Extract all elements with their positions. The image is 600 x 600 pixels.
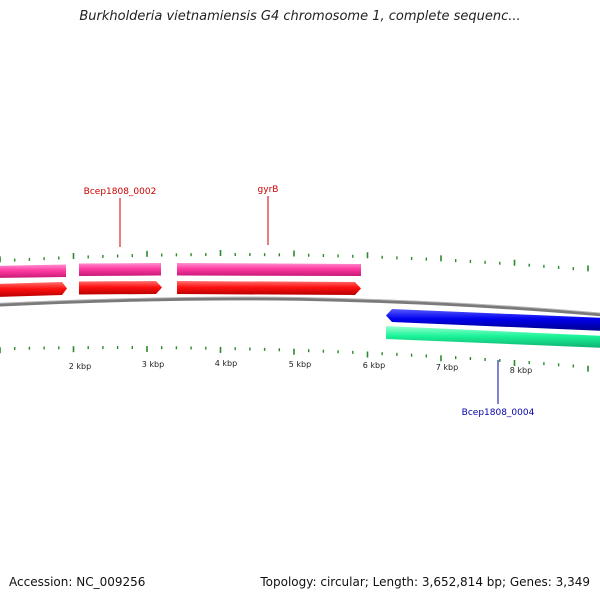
gene-feature-bcep1808-0002[interactable] [79, 263, 161, 276]
lower-tick-track [0, 346, 589, 372]
cds-feature-1[interactable] [0, 282, 67, 297]
gene-feature-1[interactable] [0, 264, 66, 279]
scale-tick-label: 7 kbp [436, 363, 458, 372]
cds-feature-bcep1808-0004[interactable] [386, 309, 600, 331]
forward-gene-track [0, 263, 361, 278]
gene-feature-gyrb[interactable] [177, 263, 361, 276]
forward-cds-track [0, 281, 361, 297]
accession-text: Accession: NC_009256 [9, 575, 146, 589]
reverse-gene-track [386, 326, 600, 348]
gene-feature-bcep1808-0004[interactable] [386, 326, 600, 348]
scale-tick-label: 6 kbp [363, 361, 385, 370]
scale-labels: 2 kbp 3 kbp 4 kbp 5 kbp 6 kbp 7 kbp 8 kb… [69, 359, 532, 375]
scale-tick-label: 8 kbp [510, 366, 532, 375]
gene-label-bcep1808-0004[interactable]: Bcep1808_0004 [462, 408, 535, 418]
scale-tick-label: 3 kbp [142, 360, 164, 369]
gene-label-bcep1808-0002[interactable]: Bcep1808_0002 [84, 187, 157, 197]
scale-tick-label: 2 kbp [69, 362, 91, 371]
gene-label-group: Bcep1808_0002 gyrB Bcep1808_0004 [84, 185, 535, 418]
gene-label-gyrb[interactable]: gyrB [258, 185, 279, 195]
chromosome-backbone [0, 296, 600, 317]
cds-feature-gyrb[interactable] [177, 281, 361, 295]
scale-tick-label: 5 kbp [289, 360, 311, 369]
cds-feature-bcep1808-0002[interactable] [79, 281, 162, 295]
reverse-cds-track [386, 309, 600, 331]
scale-tick-label: 4 kbp [215, 359, 237, 368]
genome-summary-text: Topology: circular; Length: 3,652,814 bp… [260, 575, 590, 589]
upper-tick-track [0, 250, 589, 272]
map-title: Burkholderia vietnamiensis G4 chromosome… [79, 9, 521, 24]
